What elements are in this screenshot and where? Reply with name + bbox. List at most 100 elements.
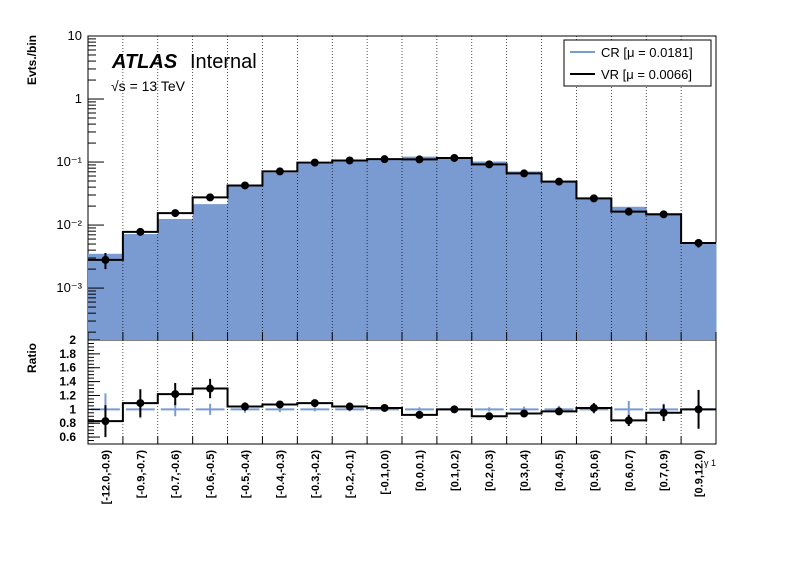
- cr-bar-1: [122, 234, 159, 340]
- vr-ratio-point-13: [555, 407, 563, 416]
- vr-ratio-point-1: [136, 399, 145, 408]
- y-tick-label-4: 10: [68, 28, 82, 43]
- y-axis-label: Evts./bin: [25, 35, 39, 85]
- vr-step-line: [88, 156, 716, 261]
- vr-ratio-point-17: [694, 405, 703, 414]
- vr-point-16: [659, 210, 668, 219]
- cr-bar-17: [681, 242, 717, 340]
- cr-bar-6: [297, 163, 333, 340]
- y-tick-label-1: 10⁻²: [56, 217, 82, 232]
- energy-label: √s = 13 TeV: [111, 78, 186, 94]
- cr-bar-9: [402, 156, 438, 340]
- ratio-plot-layer: [88, 340, 716, 444]
- vr-ratio-point-4: [241, 402, 249, 411]
- x-category-label-15: [0.6,0.7): [624, 450, 636, 491]
- x-category-label-4: [-0.5,-0.4): [240, 450, 252, 499]
- x-category-label-11: [0.2,0.3): [484, 450, 496, 491]
- x-category-label-7: [-0.2,-0.1): [345, 450, 357, 499]
- vr-point-3: [206, 193, 215, 202]
- x-category-label-10: [0.1,0.2): [449, 450, 461, 491]
- vr-ratio-point-15: [624, 416, 633, 425]
- vr-ratio-point-16: [659, 408, 668, 417]
- cr-bar-12: [506, 171, 543, 340]
- vr-ratio-point-14: [589, 403, 598, 412]
- vr-ratio-point-6: [310, 399, 319, 408]
- cr-bar-5: [262, 172, 298, 340]
- ratio-axis-label: Ratio: [25, 343, 39, 373]
- ratio-tick-label-7: 2: [69, 333, 76, 347]
- vr-point-1: [136, 227, 145, 236]
- cr-bar-2: [157, 218, 194, 340]
- cr-bar-3: [192, 204, 229, 340]
- vr-ratio-point-0: [101, 417, 110, 426]
- ratio-tick-label-4: 1.4: [59, 375, 76, 389]
- x-category-label-0: [-12.0,-0.9): [100, 450, 112, 505]
- vr-ratio-point-8: [380, 403, 389, 412]
- cr-bar-14: [576, 198, 612, 340]
- cr-bar-4: [227, 186, 263, 340]
- vr-point-17: [694, 238, 703, 247]
- x-category-label-16: [0.7,0.9): [659, 450, 671, 491]
- ratio-tick-label-1: 0.8: [59, 416, 76, 430]
- x-category-label-8: [-0.1,0.0): [380, 450, 392, 495]
- vr-point-8: [380, 155, 389, 164]
- vr-point-9: [415, 155, 424, 164]
- vr-point-15: [624, 207, 633, 216]
- x-category-label-2: [-0.7,-0.6): [170, 450, 182, 499]
- cr-bar-16: [646, 213, 682, 340]
- vr-point-4: [241, 181, 249, 190]
- atlas-label: ATLAS: [111, 51, 178, 73]
- vr-ratio-point-5: [275, 400, 284, 409]
- ratio-tick-label-3: 1.2: [59, 388, 76, 402]
- x-category-label-1: [-0.9,-0.7): [135, 450, 147, 499]
- y-tick-label-2: 10⁻¹: [56, 154, 82, 169]
- x-category-label-9: [0.0,0.1): [414, 450, 426, 491]
- vr-ratio-point-12: [520, 409, 529, 418]
- x-category-label-13: [0.4,0.5): [554, 450, 566, 491]
- vr-point-13: [555, 177, 563, 186]
- main-plot-layer: [88, 36, 717, 340]
- vr-ratio-step-line: [88, 387, 716, 423]
- vr-point-12: [520, 169, 529, 178]
- vr-point-5: [275, 167, 284, 176]
- x-category-label-14: [0.5,0.6): [589, 450, 601, 491]
- x-category-label-17: [0.9,12.0): [694, 450, 706, 497]
- y-tick-label-0: 10⁻³: [56, 280, 82, 295]
- legend-box: [563, 39, 712, 87]
- cr-bar-7: [332, 160, 368, 340]
- vr-point-11: [485, 160, 494, 169]
- vr-ratio-point-10: [450, 405, 459, 414]
- vr-point-14: [589, 194, 598, 203]
- x-axis-label: γ 1: [704, 458, 716, 468]
- internal-label: Internal: [190, 51, 257, 73]
- vr-point-10: [450, 153, 459, 162]
- cr-bar-15: [611, 206, 647, 340]
- legend-entry-vr: VR [μ = 0.0066]: [601, 67, 692, 82]
- vr-ratio-point-2: [171, 390, 180, 399]
- vr-ratio-point-11: [485, 412, 494, 421]
- cr-bar-8: [367, 159, 403, 340]
- legend-entry-cr: CR [μ = 0.0181]: [601, 45, 693, 60]
- cr-bar-11: [471, 161, 508, 340]
- cr-bar-13: [541, 180, 577, 340]
- ratio-tick-label-6: 1.8: [59, 347, 76, 361]
- ratio-tick-label-5: 1.6: [59, 361, 76, 375]
- cr-bar-10: [436, 157, 473, 340]
- ratio-tick-label-2: 1: [69, 402, 76, 416]
- vr-point-2: [171, 209, 180, 218]
- vr-point-6: [310, 158, 319, 167]
- x-category-label-3: [-0.6,-0.5): [205, 450, 217, 499]
- axis-layer: 10⁻³10⁻²10⁻¹1100.60.811.21.41.61.82[-12.…: [56, 28, 717, 505]
- vr-point-7: [345, 156, 354, 165]
- x-category-label-6: [-0.3,-0.2): [310, 450, 322, 499]
- vr-ratio-point-7: [345, 402, 354, 411]
- vr-ratio-point-3: [206, 384, 215, 393]
- vr-ratio-point-9: [415, 410, 424, 419]
- legend: CR [μ = 0.0181] VR [μ = 0.0066]: [563, 39, 712, 87]
- x-category-label-5: [-0.4,-0.3): [275, 450, 287, 499]
- vr-point-0: [101, 255, 110, 264]
- y-tick-label-3: 1: [75, 91, 82, 106]
- ratio-tick-label-0: 0.6: [59, 430, 76, 444]
- x-category-label-12: [0.3,0.4): [519, 450, 531, 491]
